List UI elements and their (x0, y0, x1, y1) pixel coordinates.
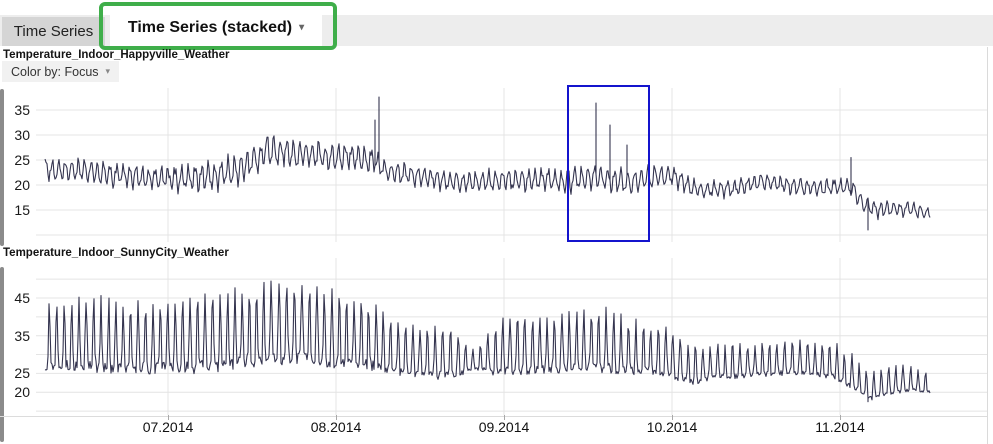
x-tick-label: 11.2014 (815, 419, 865, 435)
x-axis-tick (672, 415, 673, 420)
y-tick-label: 20 (14, 384, 30, 401)
caret-down-icon: ▾ (299, 22, 305, 33)
y-tick-label: 25 (14, 365, 30, 382)
y-tick-label: 15 (14, 202, 30, 218)
x-tick-label: 07.2014 (142, 419, 194, 435)
chart-title-happyville: Temperature_Indoor_Happyville_Weather (3, 49, 230, 61)
temperature-line (44, 96, 931, 231)
x-axis-tick (504, 415, 505, 420)
vertical-scrollbar-sunnycity[interactable] (0, 267, 4, 442)
tab-bar: Time Series Time Series (stacked) ▾ (0, 10, 993, 46)
color-by-label: Color by: Focus (11, 64, 99, 79)
x-tick-label: 10.2014 (646, 419, 698, 435)
selection-box[interactable] (567, 85, 650, 242)
y-tick-label: 35 (14, 327, 30, 344)
tab-time-series-stacked-label: Time Series (stacked) (127, 19, 293, 36)
x-tick-label: 09.2014 (478, 419, 530, 435)
y-tick-label: 45 (14, 290, 30, 306)
y-tick-label: 35 (14, 102, 30, 118)
x-axis-tick (336, 415, 337, 420)
tab-time-series-stacked[interactable]: Time Series (stacked) ▾ (110, 10, 322, 46)
tab-time-series-label: Time Series (13, 23, 94, 40)
vertical-scrollbar-happyville[interactable] (0, 89, 4, 246)
y-tick-label: 30 (14, 127, 30, 143)
panel-right-border (987, 47, 988, 444)
x-tick-label: 08.2014 (310, 419, 362, 435)
chart-title-sunnycity: Temperature_Indoor_SunnyCity_Weather (3, 247, 229, 259)
x-axis-separator-line (0, 416, 987, 417)
happyville-temperature-chart[interactable] (0, 85, 993, 245)
tab-time-series[interactable]: Time Series (2, 17, 105, 46)
caret-down-icon: ▾ (105, 66, 111, 76)
x-axis-tick (840, 415, 841, 420)
color-by-dropdown[interactable]: Color by: Focus ▾ (2, 61, 120, 82)
x-axis-tick (168, 415, 169, 420)
sunnycity-temperature-chart[interactable] (0, 253, 993, 415)
temperature-line (44, 280, 931, 403)
y-tick-label: 20 (14, 177, 30, 193)
y-tick-label: 25 (14, 152, 30, 168)
